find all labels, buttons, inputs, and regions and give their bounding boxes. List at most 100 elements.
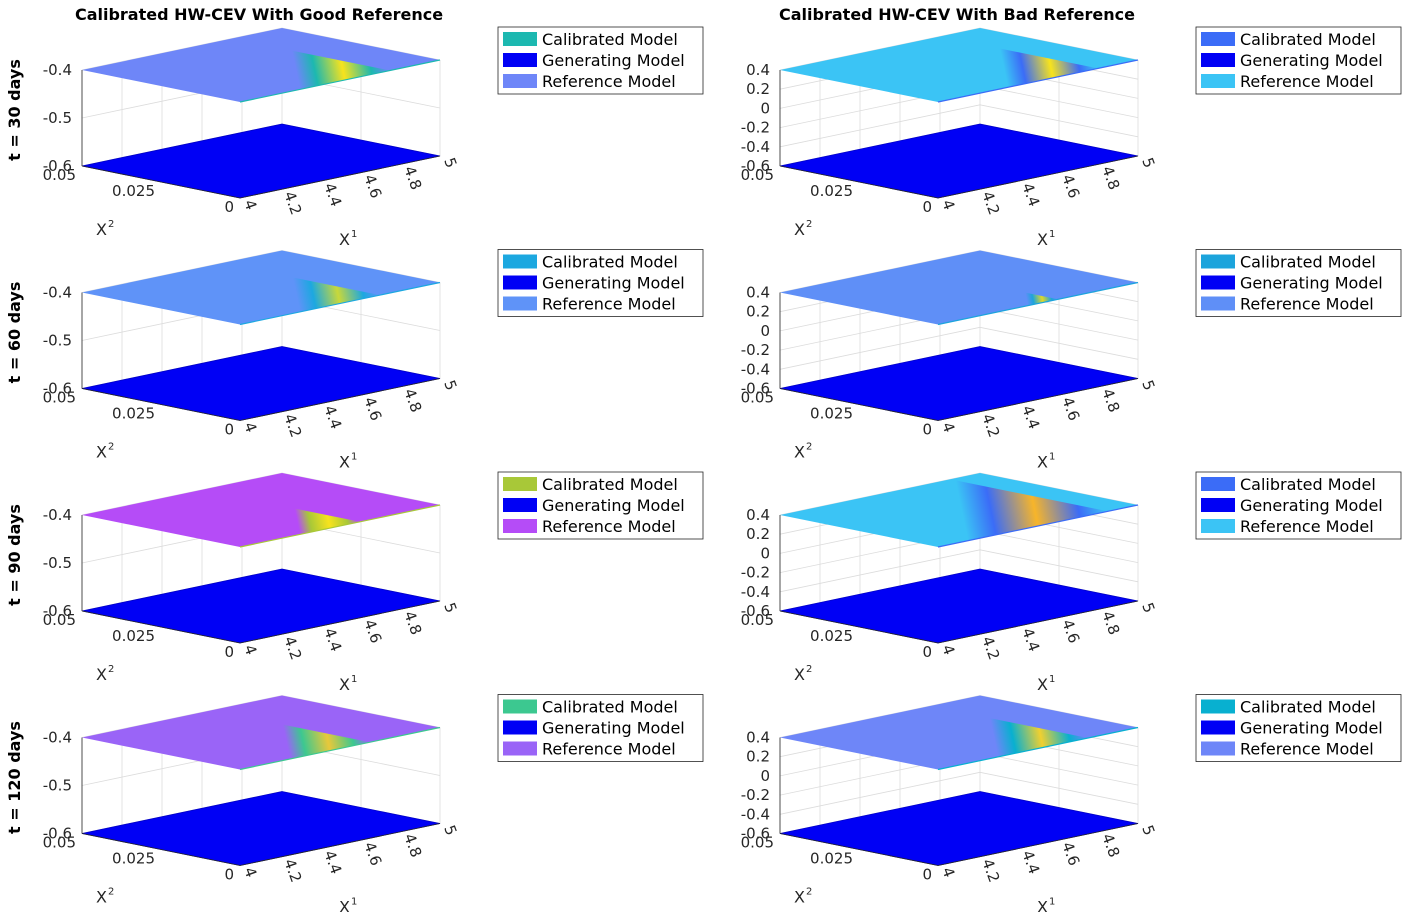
legend-swatch [1201,53,1235,67]
z-tick-label: -0.4 [741,138,770,156]
legend-label: Generating Model [542,719,685,738]
x2-tick-label: 0.05 [741,834,774,852]
legend-label: Calibrated Model [542,698,678,717]
legend-swatch [1201,254,1235,269]
z-tick-label: -0.4 [43,506,72,524]
x2-axis-label-sup: 2 [806,219,812,230]
legend-swatch [503,275,537,290]
z-tick-label: -0.4 [43,61,72,79]
surface-front-edge [239,281,441,326]
axes [779,70,1139,199]
z-tick-label: -0.6 [43,602,72,620]
x2-axis-label: X [96,220,107,239]
legend: Calibrated Model Generating Model Referenc… [497,249,704,317]
legend-label: Reference Model [542,295,676,314]
x1-axis-label-sup: 1 [1049,452,1055,463]
legend-swatch [1201,32,1235,46]
x1-tick-label: 4.6 [360,840,385,869]
x1-axis-label: X [339,898,350,912]
x1-axis-label-sup: 1 [351,897,357,908]
x1-axis-label: X [1037,675,1048,694]
x1-axis-label: X [1037,230,1048,249]
legend-swatch [503,53,537,67]
surface-front-edge [937,59,1139,103]
x2-axis-line [779,165,939,199]
x1-tick-label: 4.2 [978,856,1003,885]
legend-label: Reference Model [542,517,676,536]
x1-tick-label: 4.2 [978,634,1003,663]
x1-axis-label: X [339,675,350,694]
legend-label: Reference Model [1240,72,1374,91]
x1-tick-label: 4 [938,197,958,212]
z-tick-label: 0 [760,544,770,562]
x1-tick-label: 5 [1138,823,1158,838]
x2-tick-label: 0.025 [810,627,853,645]
x2-tick-label: 0 [224,421,234,439]
x1-axis-label: X [339,453,350,472]
x2-axis-label: X [794,665,805,684]
x2-tick-label: 0.025 [810,405,853,423]
x1-tick-label: 5 [1138,155,1158,170]
x2-tick-label: 0 [922,643,932,661]
legend-label: Generating Model [1240,719,1383,738]
row-label: t = 120 days [5,721,24,834]
x2-axis-line [81,610,241,644]
x1-tick-label: 4.6 [360,617,385,646]
grid-z-5 [779,771,1139,815]
panel-4-2: 4 4.2 4.4 4.6 4.8500.0250.050.40.20-0.2-0.4-… [741,694,1402,912]
z-tick-label: -0.6 [741,602,770,620]
z-tick-label: -0.4 [741,360,770,378]
x2-axis-label-sup: 2 [108,887,114,898]
axes [779,515,1139,644]
x1-tick-label: 4 [938,865,958,880]
x1-tick-label: 4 [938,420,958,435]
legend-swatch [503,519,537,533]
z-tick-label: 0.2 [746,748,770,766]
z-tick-label: -0.6 [43,157,72,175]
surface-front-edge [239,59,441,103]
x1-tick-label: 4.6 [360,395,385,424]
x1-axis-label-sup: 1 [351,229,357,240]
surface-front-edge [239,504,441,548]
x1-tick-label: 4.8 [1098,831,1123,860]
x2-tick-label: 0.025 [112,182,155,200]
x1-tick-label: 4.6 [1058,172,1083,201]
legend-label: Calibrated Model [1240,30,1376,49]
x1-axis-label-sup: 1 [1049,897,1055,908]
legend: Calibrated Model Generating Model Referenc… [1195,26,1402,95]
row-label: t = 30 days [5,59,24,161]
x2-tick-label: 0 [922,198,932,216]
surface-calibrated-model [142,263,380,312]
x1-axis-line [937,823,1139,866]
x1-tick-label: 5 [1138,378,1158,393]
x2-axis-line [81,833,241,866]
x2-axis-label: X [794,220,805,239]
legend-label: Generating Model [1240,274,1383,293]
x1-tick-label: 4.6 [1058,840,1083,869]
z-tick-label: -0.5 [43,554,72,572]
x2-tick-label: 0.025 [112,405,155,423]
x2-axis-label: X [794,443,805,462]
legend-swatch [503,296,537,311]
legend-swatch [1201,74,1235,88]
surface-calibrated-model [870,267,1058,306]
z-tick-label: -0.5 [43,109,72,127]
x2-tick-label: 0.05 [43,834,76,852]
x1-tick-label: 5 [440,823,460,838]
z-tick-label: 0.2 [746,80,770,98]
axes [81,292,441,421]
legend-label: Reference Model [1240,295,1374,314]
x1-tick-label: 4 [240,197,260,212]
legend: Calibrated Model Generating Model Referenc… [497,471,704,540]
x2-tick-label: 0.025 [112,850,155,868]
legend-label: Calibrated Model [542,253,678,272]
x2-tick-label: 0 [224,643,234,661]
grid-z-5 [779,104,1139,148]
legend-label: Generating Model [542,496,685,515]
x1-axis-label-sup: 1 [351,674,357,685]
x1-tick-label: 4.2 [280,634,305,663]
